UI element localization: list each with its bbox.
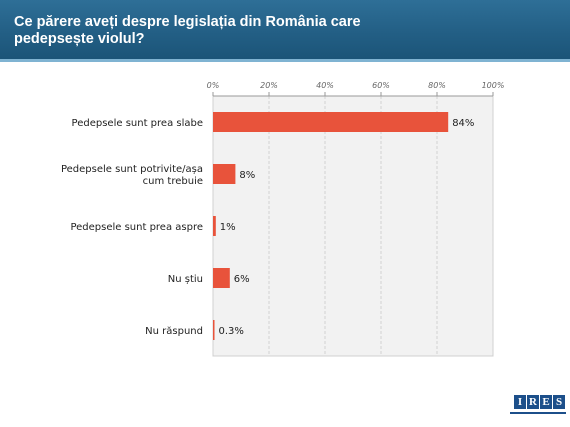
logo-letter: R: [527, 395, 539, 409]
bar: [213, 320, 215, 340]
category-label: Nu răspund: [145, 326, 203, 337]
bar: [213, 216, 216, 236]
logo-letter: S: [553, 395, 565, 409]
category-label: Pedepsele sunt potrivite/așa: [61, 164, 203, 175]
data-label: 0.3%: [219, 326, 244, 337]
plot-area: [212, 95, 494, 357]
logo-underline: [510, 412, 566, 414]
category-label: Nu știu: [168, 274, 203, 285]
chart-container: 0% 20% 40% 60% 80% 100% 84% Pedepsele sunt prea…: [0, 70, 570, 370]
logo-letter: E: [540, 395, 552, 409]
ires-logo: I R E S: [514, 395, 565, 409]
tick-label: 20%: [260, 81, 278, 90]
category-label: Pedepsele sunt prea aspre: [70, 222, 203, 233]
data-label: 6%: [234, 274, 250, 285]
bar: [213, 268, 230, 288]
category-label: cum trebuie: [143, 176, 203, 187]
bar-chart: 0% 20% 40% 60% 80% 100% 84% Pedepsele sunt prea…: [61, 81, 505, 357]
data-label: 1%: [220, 222, 236, 233]
header-banner: Ce părere aveți despre legislația din Ro…: [0, 0, 570, 62]
bar: [213, 112, 449, 132]
bar: [213, 164, 236, 184]
tick-label: 0%: [207, 81, 220, 90]
data-label: 8%: [239, 170, 255, 181]
tick-label: 60%: [372, 81, 390, 90]
tick-label: 80%: [428, 81, 446, 90]
tick-label: 100%: [482, 81, 505, 90]
tick-label: 40%: [316, 81, 334, 90]
category-label: Pedepsele sunt prea slabe: [72, 118, 203, 129]
page-title: Ce părere aveți despre legislația din Ro…: [14, 14, 361, 47]
data-label: 84%: [452, 118, 474, 129]
logo-letter: I: [514, 395, 526, 409]
